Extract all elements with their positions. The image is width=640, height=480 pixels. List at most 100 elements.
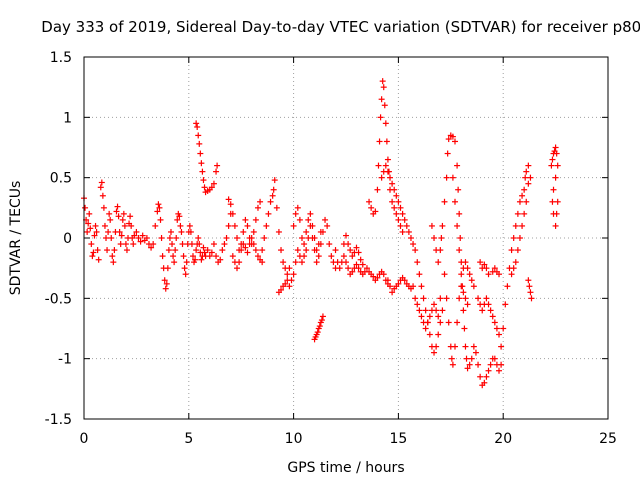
data-point xyxy=(250,228,257,235)
data-point xyxy=(225,222,232,229)
data-point xyxy=(437,295,444,302)
data-point xyxy=(265,210,272,217)
data-point xyxy=(188,241,195,248)
data-point xyxy=(418,283,425,290)
data-point xyxy=(475,295,482,302)
data-point xyxy=(271,177,278,184)
data-point xyxy=(162,285,169,292)
data-point xyxy=(298,235,305,241)
data-point xyxy=(86,210,93,217)
data-point xyxy=(267,198,274,205)
data-point xyxy=(193,120,200,127)
data-point xyxy=(292,259,299,266)
data-point xyxy=(294,204,301,211)
data-point xyxy=(431,235,438,241)
data-point xyxy=(301,253,308,260)
data-point xyxy=(468,277,475,284)
data-point xyxy=(109,253,116,260)
data-point xyxy=(395,198,402,205)
data-point xyxy=(550,186,557,193)
data-point xyxy=(454,222,461,229)
data-point xyxy=(214,162,221,169)
data-point xyxy=(284,271,291,278)
data-point xyxy=(456,247,463,254)
data-point xyxy=(470,283,477,290)
data-point xyxy=(502,301,509,308)
data-point xyxy=(164,265,171,272)
data-point xyxy=(343,232,349,239)
data-point xyxy=(252,216,259,223)
data-point xyxy=(553,150,560,157)
data-point xyxy=(282,280,289,287)
data-point xyxy=(449,361,456,368)
data-point xyxy=(552,144,559,151)
y-tick-label: 0 xyxy=(63,231,72,247)
data-point xyxy=(332,247,339,254)
data-point xyxy=(210,180,217,187)
data-point xyxy=(229,210,236,217)
data-point xyxy=(454,319,461,326)
data-point xyxy=(485,367,492,374)
data-point xyxy=(259,259,266,266)
data-point xyxy=(88,241,95,248)
data-point xyxy=(464,365,471,372)
data-point xyxy=(231,222,238,229)
data-point xyxy=(290,222,297,229)
data-point xyxy=(343,259,349,266)
data-point xyxy=(158,235,165,241)
data-point xyxy=(416,307,423,314)
data-point xyxy=(117,241,124,248)
data-point xyxy=(340,253,347,260)
data-point xyxy=(315,253,322,260)
data-point xyxy=(512,222,519,229)
data-point xyxy=(303,228,310,235)
data-point xyxy=(393,192,400,199)
data-point xyxy=(487,361,494,368)
data-point xyxy=(148,244,155,251)
data-point xyxy=(549,198,556,205)
data-point xyxy=(121,222,128,229)
data-point xyxy=(234,265,241,272)
data-point xyxy=(317,228,324,235)
data-point xyxy=(98,179,105,186)
data-point xyxy=(187,228,194,235)
data-point xyxy=(455,186,462,193)
data-point xyxy=(439,222,446,229)
data-point xyxy=(174,216,181,223)
data-point xyxy=(347,247,354,254)
data-point xyxy=(451,343,458,350)
data-point xyxy=(466,271,473,278)
data-point xyxy=(155,201,162,208)
data-point xyxy=(143,235,150,241)
data-point xyxy=(186,222,193,229)
data-point xyxy=(441,198,448,205)
data-point xyxy=(275,228,282,235)
data-point xyxy=(87,225,94,232)
data-point xyxy=(311,235,318,241)
data-point xyxy=(278,286,285,293)
data-point xyxy=(206,253,213,260)
data-point xyxy=(210,241,217,248)
data-point xyxy=(165,247,172,254)
data-point xyxy=(491,355,498,362)
data-point xyxy=(82,204,89,211)
data-point xyxy=(510,235,517,241)
data-point xyxy=(554,198,561,205)
data-point xyxy=(261,235,268,241)
y-tick-label: -0.5 xyxy=(45,291,72,307)
data-point xyxy=(225,196,232,203)
data-point xyxy=(219,247,226,254)
data-point xyxy=(516,235,523,241)
data-point xyxy=(477,373,484,380)
data-point xyxy=(463,355,470,362)
data-point xyxy=(403,222,410,229)
data-point xyxy=(193,247,200,254)
y-tick-label: 1 xyxy=(63,110,72,126)
data-point xyxy=(154,208,161,215)
data-point xyxy=(194,123,201,130)
data-point xyxy=(244,222,251,229)
data-point xyxy=(305,216,312,223)
data-point xyxy=(104,247,111,254)
data-point xyxy=(477,259,484,266)
data-point xyxy=(449,174,456,181)
